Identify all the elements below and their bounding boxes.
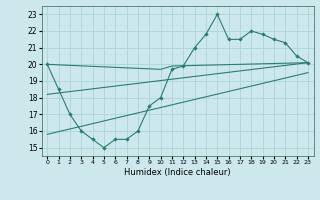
X-axis label: Humidex (Indice chaleur): Humidex (Indice chaleur) (124, 168, 231, 177)
